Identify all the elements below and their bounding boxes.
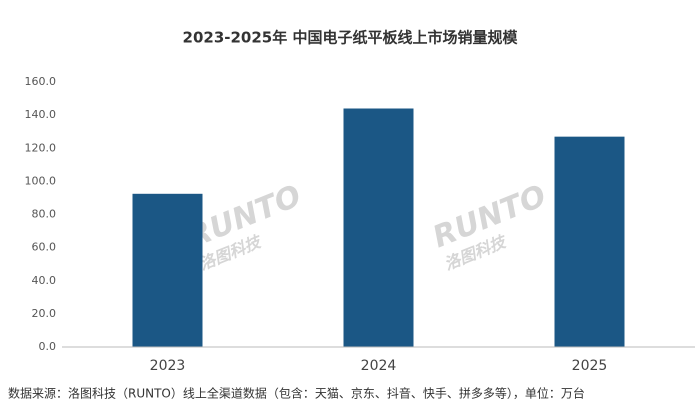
- y-tick-label: 100.0: [25, 174, 57, 187]
- x-tick-label: 2025: [572, 358, 608, 374]
- x-tick-label: 2023: [150, 358, 186, 374]
- y-tick-label: 120.0: [25, 141, 57, 154]
- y-tick-label: 20.0: [32, 307, 57, 320]
- source-note: 数据来源：洛图科技（RUNTO）线上全渠道数据（包含：天猫、京东、抖音、快手、拼…: [8, 386, 585, 401]
- y-tick-label: 40.0: [32, 274, 57, 287]
- y-tick-label: 160.0: [25, 75, 57, 88]
- y-tick-label: 60.0: [32, 241, 57, 254]
- y-tick-label: 0.0: [39, 340, 57, 353]
- watermark: RUNTO 洛图科技: [183, 178, 306, 273]
- y-tick-label: 140.0: [25, 108, 57, 121]
- watermark: RUNTO 洛图科技: [428, 178, 551, 273]
- chart-title: 2023-2025年 中国电子纸平板线上市场销量规模: [183, 29, 519, 47]
- x-tick-label: 2024: [361, 358, 397, 374]
- bar: [554, 136, 625, 347]
- y-tick-label: 80.0: [32, 208, 57, 221]
- bar: [343, 108, 414, 347]
- bar: [132, 193, 203, 347]
